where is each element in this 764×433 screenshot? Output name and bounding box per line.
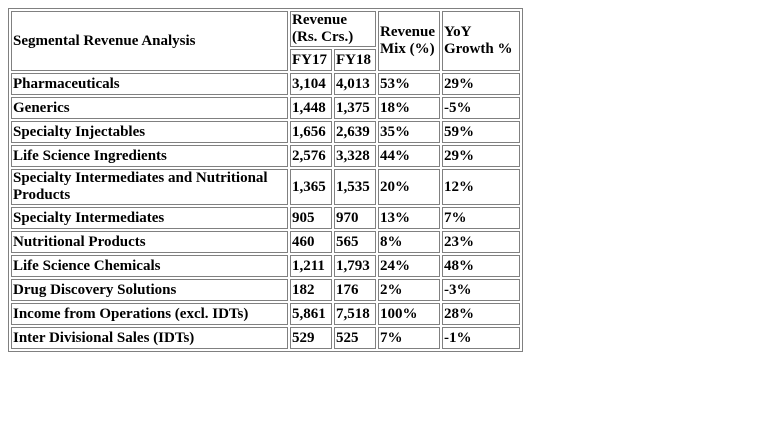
segment-cell: Specialty Injectables — [11, 121, 288, 143]
revenue-mix-header: Revenue Mix (%) — [378, 11, 440, 71]
fy18-cell: 1,793 — [334, 255, 376, 277]
fy18-cell: 7,518 — [334, 303, 376, 325]
fy18-cell: 970 — [334, 207, 376, 229]
fy18-cell: 176 — [334, 279, 376, 301]
segment-cell: Pharmaceuticals — [11, 73, 288, 95]
fy18-cell: 3,328 — [334, 145, 376, 167]
yoy-growth-cell: 28% — [442, 303, 520, 325]
yoy-growth-cell: 7% — [442, 207, 520, 229]
fy17-cell: 529 — [290, 327, 332, 349]
table-row: Generics 1,448 1,375 18% -5% — [11, 97, 520, 119]
revenue-mix-cell: 13% — [378, 207, 440, 229]
segment-cell: Life Science Ingredients — [11, 145, 288, 167]
fy18-cell: 1,375 — [334, 97, 376, 119]
revenue-mix-cell: 24% — [378, 255, 440, 277]
revenue-header: Revenue (Rs. Crs.) — [290, 11, 376, 47]
yoy-growth-cell: 48% — [442, 255, 520, 277]
yoy-growth-cell: -3% — [442, 279, 520, 301]
fy18-cell: 1,535 — [334, 169, 376, 205]
revenue-mix-cell: 35% — [378, 121, 440, 143]
fy17-cell: 460 — [290, 231, 332, 253]
fy17-cell: 905 — [290, 207, 332, 229]
fy17-cell: 1,365 — [290, 169, 332, 205]
segment-cell: Generics — [11, 97, 288, 119]
revenue-mix-cell: 44% — [378, 145, 440, 167]
fy17-cell: 1,211 — [290, 255, 332, 277]
table-row: Life Science Chemicals 1,211 1,793 24% 48% — [11, 255, 520, 277]
table-row: Specialty Injectables 1,656 2,639 35% 59% — [11, 121, 520, 143]
fy17-header: FY17 — [290, 49, 332, 71]
segment-cell: Drug Discovery Solutions — [11, 279, 288, 301]
fy18-cell: 4,013 — [334, 73, 376, 95]
yoy-growth-cell: 29% — [442, 145, 520, 167]
segment-cell: Income from Operations (excl. IDTs) — [11, 303, 288, 325]
yoy-growth-cell: -5% — [442, 97, 520, 119]
table-row: Life Science Ingredients 2,576 3,328 44% 29% — [11, 145, 520, 167]
revenue-mix-cell: 20% — [378, 169, 440, 205]
fy17-cell: 5,861 — [290, 303, 332, 325]
table-row: Specialty Intermediates and Nutritional … — [11, 169, 520, 205]
fy17-cell: 182 — [290, 279, 332, 301]
fy17-cell: 1,448 — [290, 97, 332, 119]
table-body: Segmental Revenue Analysis Revenue (Rs. … — [11, 11, 520, 349]
table-row: Income from Operations (excl. IDTs) 5,861… — [11, 303, 520, 325]
fy18-cell: 2,639 — [334, 121, 376, 143]
revenue-mix-cell: 53% — [378, 73, 440, 95]
segment-cell: Nutritional Products — [11, 231, 288, 253]
fy17-cell: 2,576 — [290, 145, 332, 167]
fy17-cell: 1,656 — [290, 121, 332, 143]
segmental-revenue-table: Segmental Revenue Analysis Revenue (Rs. … — [8, 8, 523, 352]
yoy-growth-header: YoY Growth % — [442, 11, 520, 71]
segment-cell: Specialty Intermediates and Nutritional … — [11, 169, 288, 205]
yoy-growth-cell: 23% — [442, 231, 520, 253]
yoy-growth-cell: 59% — [442, 121, 520, 143]
segment-cell: Inter Divisional Sales (IDTs) — [11, 327, 288, 349]
revenue-mix-cell: 100% — [378, 303, 440, 325]
fy18-cell: 525 — [334, 327, 376, 349]
revenue-mix-cell: 8% — [378, 231, 440, 253]
table-row: Nutritional Products 460 565 8% 23% — [11, 231, 520, 253]
table-row: Specialty Intermediates 905 970 13% 7% — [11, 207, 520, 229]
table-title: Segmental Revenue Analysis — [11, 11, 288, 71]
header-row: Segmental Revenue Analysis Revenue (Rs. … — [11, 11, 520, 71]
table-row: Inter Divisional Sales (IDTs) 529 525 7% -1% — [11, 327, 520, 349]
segment-cell: Life Science Chemicals — [11, 255, 288, 277]
revenue-mix-cell: 7% — [378, 327, 440, 349]
table-row: Pharmaceuticals 3,104 4,013 53% 29% — [11, 73, 520, 95]
segment-cell: Specialty Intermediates — [11, 207, 288, 229]
revenue-mix-cell: 2% — [378, 279, 440, 301]
yoy-growth-cell: 12% — [442, 169, 520, 205]
fy18-cell: 565 — [334, 231, 376, 253]
fy18-header: FY18 — [334, 49, 376, 71]
table-row: Drug Discovery Solutions 182 176 2% -3% — [11, 279, 520, 301]
subheader-row: FY17 FY18 — [11, 49, 520, 71]
yoy-growth-cell: -1% — [442, 327, 520, 349]
yoy-growth-cell: 29% — [442, 73, 520, 95]
revenue-mix-cell: 18% — [378, 97, 440, 119]
fy17-cell: 3,104 — [290, 73, 332, 95]
